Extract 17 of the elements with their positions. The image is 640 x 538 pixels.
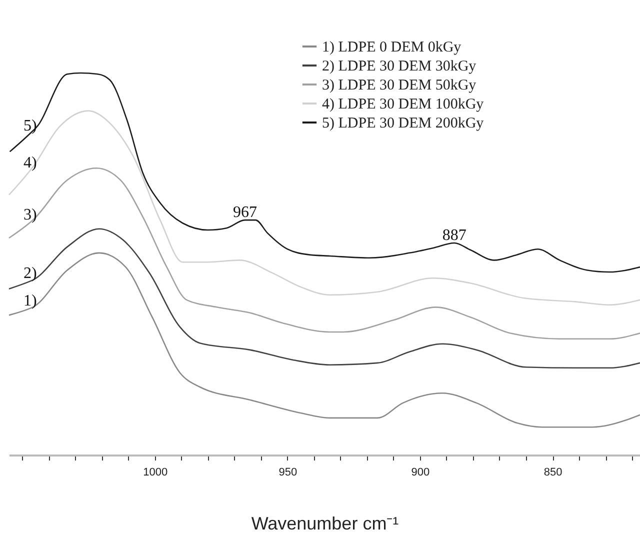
legend-label: 2) LDPE 30 DEM 30kGy bbox=[322, 58, 477, 74]
x-tick-label: 900 bbox=[411, 466, 430, 478]
annotation: 887 bbox=[442, 226, 466, 244]
annotation: 2) bbox=[24, 265, 37, 282]
x-tick-label: 950 bbox=[278, 466, 298, 478]
legend-label: 4) LDPE 30 DEM 100kGy bbox=[322, 96, 484, 112]
x-tick-label: 1000 bbox=[143, 466, 168, 478]
annotation: 4) bbox=[24, 154, 37, 172]
annotation: 3) bbox=[24, 206, 37, 224]
x-tick-label: 850 bbox=[544, 466, 562, 478]
legend-label: 3) LDPE 30 DEM 50kGy bbox=[322, 78, 477, 94]
x-axis-title: Wavenumber cm⁻¹ bbox=[251, 514, 399, 534]
annotation: 967 bbox=[232, 204, 257, 222]
legend-label: 1) LDPE 0 DEM 0kGy bbox=[322, 40, 462, 56]
annotation: 5) bbox=[24, 117, 37, 134]
annotation: 1) bbox=[24, 292, 37, 310]
legend-label: 5) LDPE 30 DEM 200kGy bbox=[322, 116, 484, 132]
